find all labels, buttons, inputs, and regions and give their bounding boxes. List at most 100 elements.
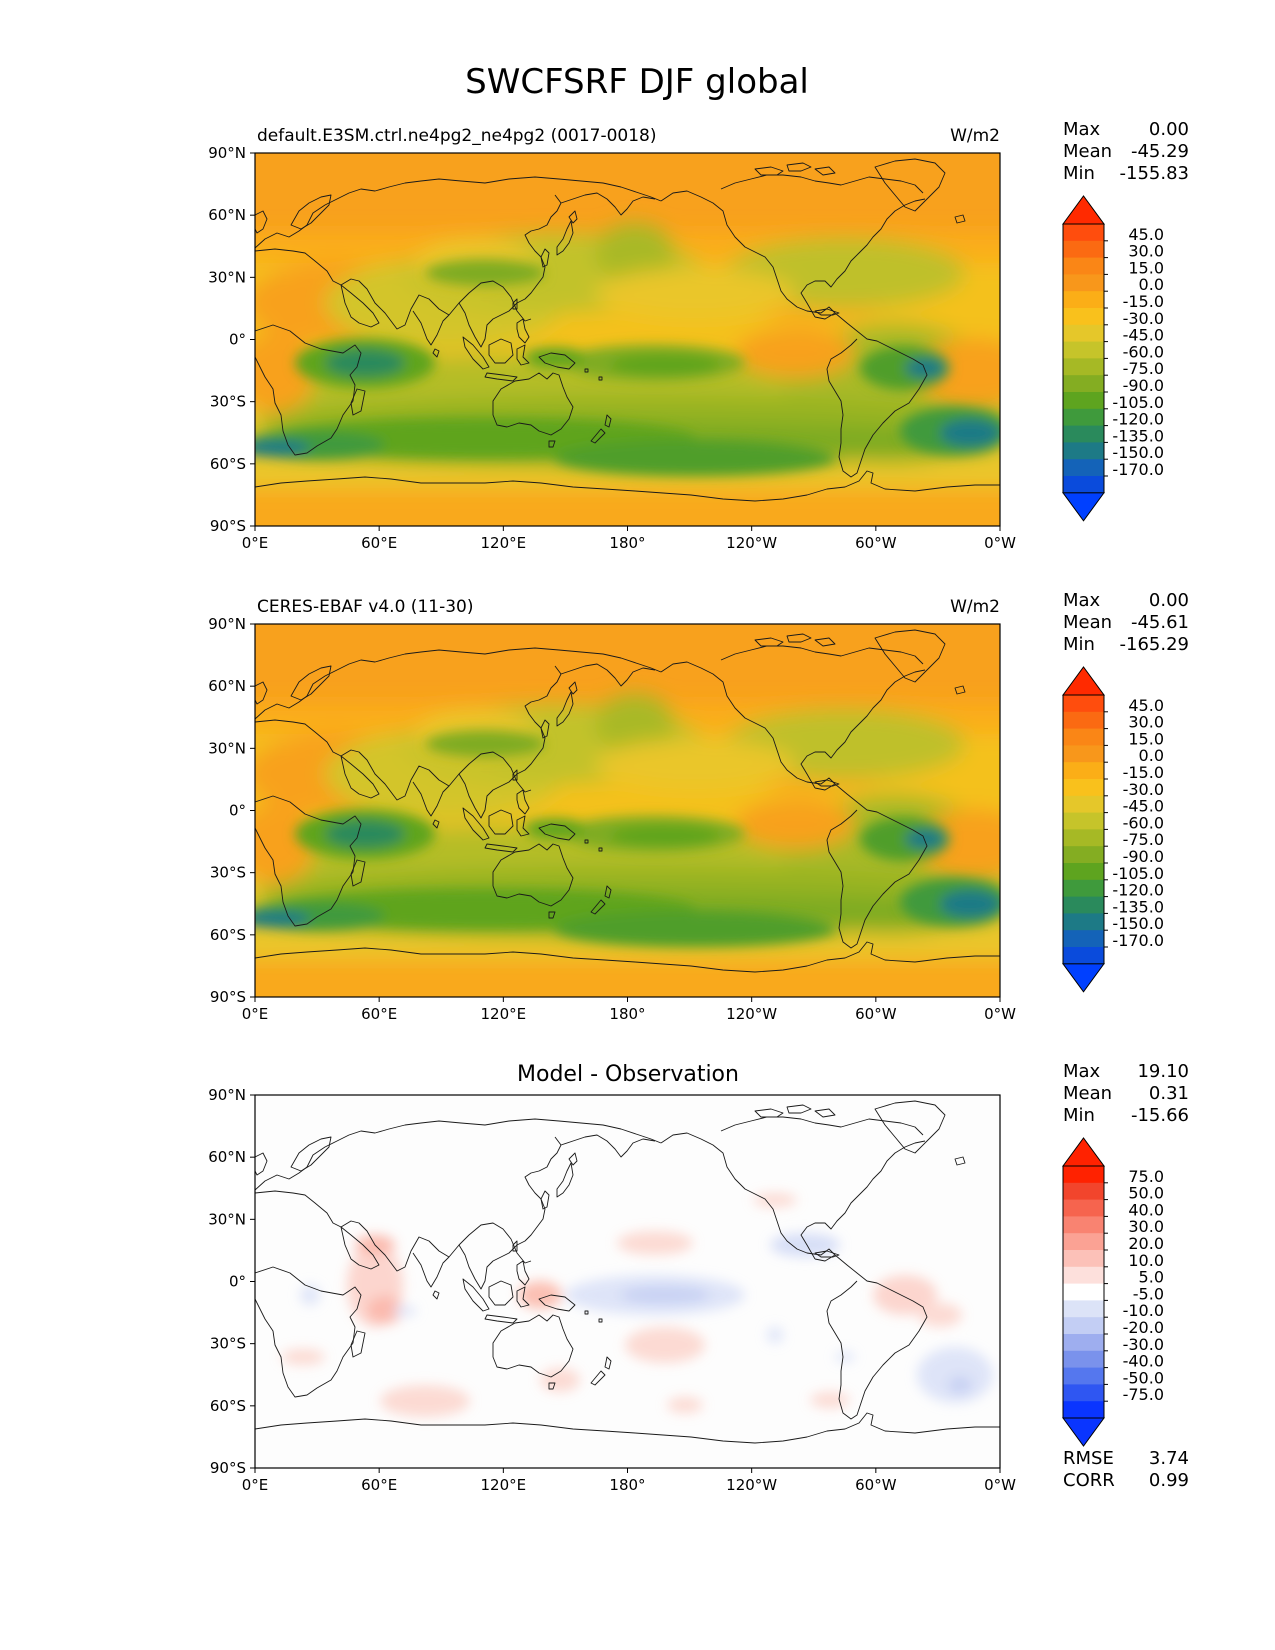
panel-obs-y-axis: 90°N 60°N 30°N 0° 30°S 60°S 90°S (208, 615, 255, 1006)
colorbar-extend-max (1062, 1137, 1105, 1167)
x-tick-label: 0°E (242, 534, 269, 552)
colorbar-band (1063, 846, 1104, 864)
colorbar-band (1063, 240, 1104, 259)
colorbar-band (1063, 812, 1104, 830)
colorbar-tick-label: -75.0 (1123, 359, 1164, 378)
colorbar-band (1063, 695, 1104, 713)
colorbar-band (1063, 879, 1104, 898)
colorbar-band (1063, 1283, 1104, 1301)
colorbar-tick-label: 15.0 (1128, 729, 1164, 748)
stat-mean-label: Mean (1063, 141, 1112, 162)
colorbar-tick-label: -20.0 (1123, 1318, 1164, 1337)
colorbar-tick-label: 45.0 (1128, 696, 1164, 715)
colorbar-tick-label: -105.0 (1112, 864, 1164, 883)
metric-rmse-label: RMSE (1063, 1448, 1114, 1469)
colorbar-tick-label: -170.0 (1112, 931, 1164, 950)
y-tick-label: 90°S (210, 1459, 246, 1477)
colorbar-tick-label: -60.0 (1123, 342, 1164, 361)
colorbar-band (1063, 779, 1104, 797)
stat-min-label: Min (1063, 163, 1095, 184)
y-tick-label: 60°S (210, 926, 246, 944)
x-tick-label: 120°E (481, 1005, 527, 1023)
panel-model-left-title: default.E3SM.ctrl.ne4pg2_ne4pg2 (0017-00… (257, 126, 657, 146)
y-tick-label: 90°N (208, 144, 246, 162)
y-tick-label: 30°S (210, 864, 246, 882)
colorbar-tick-label: -90.0 (1123, 376, 1164, 395)
stat-max-value: 0.00 (1149, 590, 1189, 611)
colorbar-tick-label: -60.0 (1123, 813, 1164, 832)
colorbar-tick-label: -30.0 (1123, 309, 1164, 328)
colorbar-band (1063, 1401, 1104, 1419)
stat-max-label: Max (1063, 119, 1101, 140)
stat-min-value: -165.29 (1120, 634, 1189, 655)
y-tick-label: 0° (229, 802, 246, 820)
panel-obs: CERES-EBAF v4.0 (11-30) W/m2 90°N 60°N 30°… (208, 590, 1189, 1023)
colorbar-tick-label: 40.0 (1128, 1200, 1164, 1219)
panel-diff-colorbar: 75.050.040.030.020.010.05.0-5.0-10.0-20.… (1062, 1137, 1164, 1447)
colorbar-tick-label: -5.0 (1133, 1284, 1164, 1303)
x-tick-label: 120°W (726, 534, 777, 552)
colorbar-tick-label: 30.0 (1128, 1217, 1164, 1236)
colorbar-band (1063, 274, 1104, 292)
panel-obs-units: W/m2 (950, 597, 1000, 617)
y-tick-label: 60°N (208, 1148, 246, 1166)
colorbar-band (1063, 1166, 1104, 1184)
colorbar-tick-label: -105.0 (1112, 393, 1164, 412)
colorbar-band (1063, 1350, 1104, 1369)
colorbar-band (1063, 291, 1104, 309)
stat-mean-value: -45.29 (1131, 141, 1189, 162)
colorbar-tick-label: -120.0 (1112, 881, 1164, 900)
stat-max-label: Max (1063, 1061, 1101, 1082)
colorbar-tick-label: 5.0 (1139, 1268, 1164, 1287)
colorbar-band (1063, 1384, 1104, 1402)
colorbar-band (1063, 257, 1104, 275)
colorbar-tick-label: -15.0 (1123, 292, 1164, 311)
y-tick-label: 90°N (208, 615, 246, 633)
colorbar-tick-label: -15.0 (1123, 763, 1164, 782)
colorbar-band (1063, 476, 1104, 494)
y-tick-label: 0° (229, 1273, 246, 1291)
y-tick-label: 60°N (208, 677, 246, 695)
colorbar-band (1063, 795, 1104, 814)
x-tick-label: 180° (609, 1476, 645, 1494)
y-tick-label: 30°S (210, 393, 246, 411)
panel-diff-x-axis: 0°E 60°E 120°E 180° 120°W 60°W 0°W (242, 1468, 1016, 1494)
figure-title: SWCFSRF DJF global (465, 62, 809, 102)
colorbar-tick-label: 20.0 (1128, 1234, 1164, 1253)
x-tick-label: 60°W (855, 1005, 897, 1023)
colorbar-tick-label: -75.0 (1123, 830, 1164, 849)
stat-max-value: 0.00 (1149, 119, 1189, 140)
stat-min-value: -15.66 (1131, 1105, 1189, 1126)
colorbar-tick-label: -45.0 (1123, 797, 1164, 816)
colorbar-band (1063, 358, 1104, 376)
colorbar-tick-label: 30.0 (1128, 713, 1164, 732)
colorbar-extend-max (1062, 195, 1105, 225)
colorbar-band (1063, 728, 1104, 746)
panel-obs-left-title: CERES-EBAF v4.0 (11-30) (257, 597, 473, 617)
colorbar-tick-label: -90.0 (1123, 847, 1164, 866)
colorbar-band (1063, 1334, 1104, 1352)
y-tick-label: 90°N (208, 1086, 246, 1104)
colorbar-tick-label: 45.0 (1128, 225, 1164, 244)
x-tick-label: 60°E (361, 1476, 397, 1494)
panel-obs-colorbar: 45.030.015.00.0-15.0-30.0-45.0-60.0-75.0… (1062, 666, 1164, 993)
y-tick-label: 30°N (208, 739, 246, 757)
panel-obs-stats: Max 0.00 Mean -45.61 Min -165.29 (1063, 590, 1189, 655)
colorbar-tick-label: -75.0 (1123, 1385, 1164, 1404)
panel-diff-stats: Max 19.10 Mean 0.31 Min -15.66 (1063, 1061, 1189, 1126)
panel-diff-map (255, 1095, 1000, 1468)
x-tick-label: 60°W (855, 534, 897, 552)
colorbar-band (1063, 762, 1104, 780)
stat-mean-value: -45.61 (1131, 612, 1189, 633)
colorbar-extend-max (1062, 666, 1105, 696)
colorbar-band (1063, 711, 1104, 730)
colorbar-tick-label: -150.0 (1112, 443, 1164, 462)
y-tick-label: 60°N (208, 206, 246, 224)
colorbar-band (1063, 1182, 1104, 1201)
colorbar-tick-label: -40.0 (1123, 1352, 1164, 1371)
x-tick-label: 180° (609, 1005, 645, 1023)
colorbar-tick-label: -150.0 (1112, 914, 1164, 933)
stat-max-label: Max (1063, 590, 1101, 611)
colorbar-tick-label: -10.0 (1123, 1301, 1164, 1320)
